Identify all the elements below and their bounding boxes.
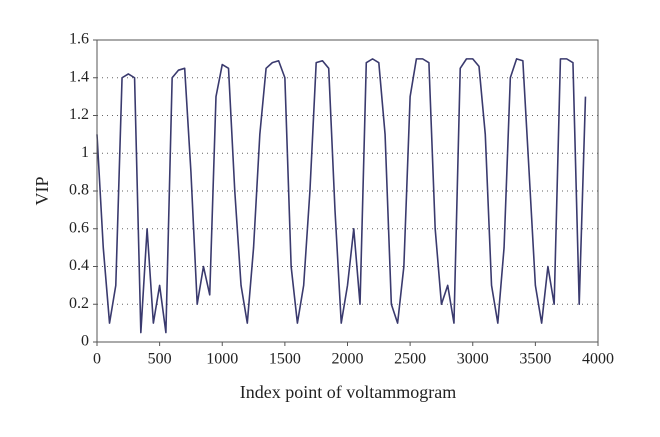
x-tick-label: 2000 (332, 351, 364, 368)
x-tick-label: 2500 (394, 351, 426, 368)
x-tick-label: 3000 (457, 351, 489, 368)
plot-frame (96, 39, 599, 343)
x-tick-label: 1000 (206, 351, 238, 368)
x-tick-label: 1500 (269, 351, 301, 368)
y-tick-label: 1.4 (69, 68, 89, 85)
x-tick-label: 3500 (519, 351, 551, 368)
y-tick-label: 1.2 (69, 106, 89, 123)
y-tick-label: 0 (81, 333, 89, 350)
y-axis-label: VIP (32, 176, 52, 205)
y-tick-label: 0.8 (69, 182, 89, 199)
y-tick-label: 1 (81, 144, 89, 161)
x-tick-label: 500 (148, 351, 172, 368)
y-tick-label: 0.4 (69, 257, 89, 274)
x-axis-label: Index point of voltammogram (240, 382, 456, 402)
data-line (96, 58, 587, 334)
y-tick-label: 0.6 (69, 219, 89, 236)
y-tick-label: 1.6 (69, 31, 89, 48)
x-tick-label: 0 (93, 351, 101, 368)
x-tick-label: 4000 (582, 351, 614, 368)
y-tick-label: 0.2 (69, 295, 89, 312)
